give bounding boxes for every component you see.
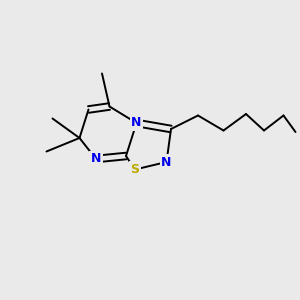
Text: N: N	[131, 116, 142, 130]
Text: S: S	[130, 163, 140, 176]
Text: N: N	[161, 155, 172, 169]
Text: N: N	[91, 152, 101, 166]
